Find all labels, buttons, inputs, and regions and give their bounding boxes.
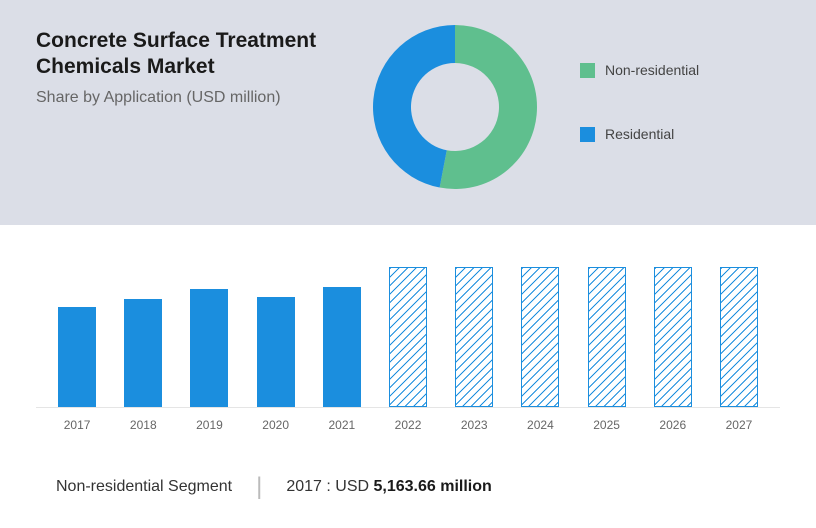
bar-year-label: 2025 [574, 418, 640, 432]
bar-year-label: 2019 [176, 418, 242, 432]
bar-year-label: 2027 [706, 418, 772, 432]
legend-item: Residential [580, 126, 699, 142]
bar-slot [375, 267, 441, 407]
bar-labels-row: 2017201820192020202120222023202420252026… [36, 408, 780, 432]
footer-value-bold: 5,163.66 million [373, 478, 491, 495]
bars-row [36, 253, 780, 408]
bar-slot [176, 289, 242, 407]
bar [455, 267, 493, 407]
donut-chart [370, 22, 540, 197]
legend-item: Non-residential [580, 62, 699, 78]
title-block: Concrete Surface Treatment Chemicals Mar… [36, 28, 326, 205]
bar [521, 267, 559, 407]
bar [190, 289, 228, 407]
bar-year-label: 2024 [507, 418, 573, 432]
top-panel: Concrete Surface Treatment Chemicals Mar… [0, 0, 816, 225]
bar-slot [640, 267, 706, 407]
footer-year: 2017 : USD [286, 478, 373, 495]
bar [720, 267, 758, 407]
bar [257, 297, 295, 407]
separator: | [256, 473, 262, 501]
bar-year-label: 2021 [309, 418, 375, 432]
bar-year-label: 2017 [44, 418, 110, 432]
bar-year-label: 2026 [640, 418, 706, 432]
bar-slot [507, 267, 573, 407]
bar-slot [110, 299, 176, 407]
bar-slot [441, 267, 507, 407]
bar-slot [706, 267, 772, 407]
bar-year-label: 2022 [375, 418, 441, 432]
bar-slot [243, 297, 309, 407]
bar-slot [309, 287, 375, 407]
chart-subtitle: Share by Application (USD million) [36, 89, 326, 107]
legend-label: Residential [605, 126, 674, 142]
footer: Non-residential Segment | 2017 : USD 5,1… [0, 455, 816, 501]
legend-label: Non-residential [605, 62, 699, 78]
bar [124, 299, 162, 407]
bar-year-label: 2020 [243, 418, 309, 432]
chart-title: Concrete Surface Treatment Chemicals Mar… [36, 28, 326, 81]
bar [389, 267, 427, 407]
bar-year-label: 2023 [441, 418, 507, 432]
bar-year-label: 2018 [110, 418, 176, 432]
footer-value: 2017 : USD 5,163.66 million [286, 478, 491, 496]
donut-slice [373, 25, 455, 188]
bar [654, 267, 692, 407]
donut-legend: Non-residential Residential [580, 62, 699, 190]
segment-label: Non-residential Segment [56, 478, 232, 496]
bar-slot [574, 267, 640, 407]
bar [588, 267, 626, 407]
bar [323, 287, 361, 407]
bar-chart: 2017201820192020202120222023202420252026… [0, 225, 816, 455]
bar [58, 307, 96, 407]
bar-slot [44, 307, 110, 407]
legend-swatch [580, 127, 595, 142]
legend-swatch [580, 63, 595, 78]
